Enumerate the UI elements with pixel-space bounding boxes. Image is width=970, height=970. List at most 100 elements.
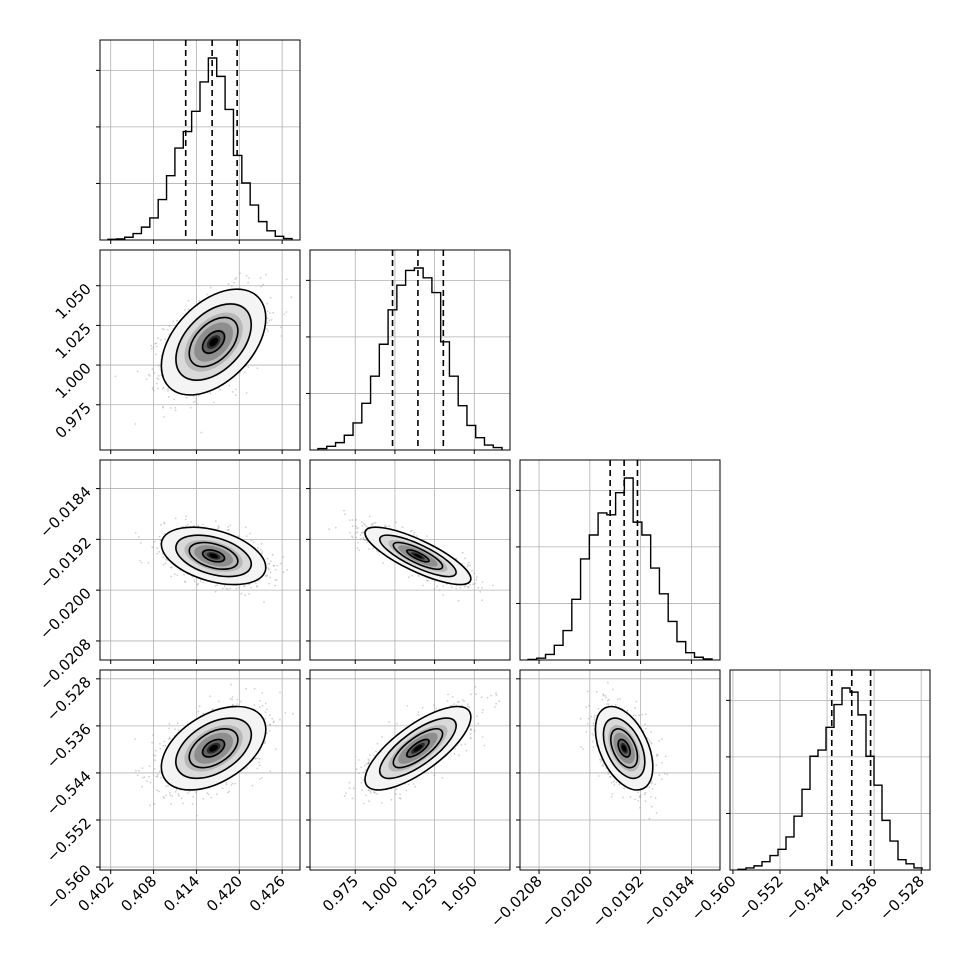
scatter-point bbox=[284, 711, 287, 714]
scatter-point bbox=[271, 717, 274, 720]
scatter-point bbox=[282, 556, 285, 558]
scatter-point bbox=[234, 278, 237, 280]
y-tick-label: −0.544 bbox=[43, 767, 95, 819]
scatter-point bbox=[227, 525, 230, 528]
x-tick-label: 0.408 bbox=[117, 872, 160, 915]
contour-line bbox=[201, 549, 226, 563]
scatter-point bbox=[200, 431, 203, 434]
contour-line bbox=[160, 288, 267, 396]
scatter-point bbox=[183, 308, 186, 311]
scatter-point bbox=[165, 785, 168, 788]
scatter-point bbox=[409, 530, 412, 533]
scatter-point bbox=[282, 571, 285, 574]
scatter-point bbox=[650, 742, 653, 745]
scatter-point bbox=[177, 793, 180, 795]
x-tick-label: −0.544 bbox=[782, 872, 834, 924]
scatter-point bbox=[267, 567, 270, 569]
scatter-point bbox=[365, 525, 368, 528]
contour-line bbox=[160, 526, 267, 586]
scatter-point bbox=[155, 353, 157, 356]
scatter-point bbox=[184, 581, 187, 583]
scatter-point bbox=[231, 698, 234, 701]
scatter-point bbox=[255, 757, 257, 760]
scatter-point bbox=[187, 299, 190, 302]
scatter-point bbox=[198, 300, 201, 302]
scatter-point bbox=[244, 594, 247, 596]
scatter-point bbox=[268, 730, 271, 732]
scatter-point bbox=[343, 509, 345, 512]
scatter-point bbox=[411, 574, 414, 577]
scatter-point bbox=[635, 700, 638, 703]
scatter-point bbox=[157, 773, 159, 776]
scatter-point bbox=[395, 521, 397, 524]
scatter-point bbox=[591, 740, 594, 743]
scatter-point bbox=[650, 796, 652, 798]
scatter-point bbox=[644, 713, 647, 716]
scatter-point bbox=[218, 526, 221, 529]
scatter-point bbox=[605, 696, 607, 699]
contour-line bbox=[188, 541, 239, 571]
scatter-point bbox=[461, 704, 463, 707]
scatter-point bbox=[217, 700, 220, 703]
scatter-point bbox=[177, 729, 180, 731]
panel-frame bbox=[309, 669, 511, 871]
scatter-point bbox=[137, 535, 140, 538]
scatter-point bbox=[467, 563, 470, 566]
scatter-point bbox=[214, 585, 217, 587]
scatter-point bbox=[269, 296, 272, 299]
scatter-point bbox=[607, 771, 610, 774]
scatter-point bbox=[231, 696, 234, 698]
scatter-point bbox=[371, 523, 374, 525]
scatter-point bbox=[158, 790, 161, 793]
scatter-point bbox=[646, 737, 649, 739]
scatter-point bbox=[248, 592, 250, 595]
scatter-point bbox=[612, 688, 614, 691]
scatter-point bbox=[382, 562, 384, 564]
scatter-point bbox=[655, 755, 658, 758]
scatter-point bbox=[230, 284, 233, 287]
scatter-point bbox=[585, 706, 588, 709]
scatter-point bbox=[355, 519, 358, 521]
scatter-point bbox=[634, 798, 636, 801]
scatter-point bbox=[367, 762, 369, 764]
y-tick-label: −0.552 bbox=[43, 814, 95, 866]
scatter-point bbox=[481, 711, 484, 714]
scatter-point bbox=[381, 736, 383, 738]
scatter-point bbox=[328, 528, 330, 531]
scatter-point bbox=[157, 387, 160, 390]
scatter-point bbox=[114, 375, 117, 378]
scatter-point bbox=[666, 773, 669, 776]
scatter-point bbox=[185, 515, 188, 518]
scatter-point bbox=[495, 694, 498, 697]
scatter-point bbox=[175, 451, 177, 453]
scatter-point bbox=[167, 387, 169, 390]
scatter-point bbox=[351, 525, 354, 528]
scatter-point bbox=[374, 521, 377, 524]
density-panel bbox=[579, 681, 669, 820]
scatter-point bbox=[231, 391, 234, 393]
scatter-point bbox=[285, 311, 288, 313]
scatter-point bbox=[469, 729, 472, 731]
scatter-point bbox=[417, 713, 420, 716]
scatter-point bbox=[465, 749, 468, 752]
scatter-point bbox=[265, 273, 267, 276]
scatter-point bbox=[595, 744, 598, 747]
scatter-point bbox=[149, 804, 152, 807]
scatter-point bbox=[616, 698, 619, 701]
contour-line bbox=[392, 728, 444, 769]
panel-frame bbox=[729, 669, 931, 871]
scatter-point bbox=[274, 579, 277, 581]
scatter-point bbox=[219, 389, 222, 391]
scatter-point bbox=[141, 785, 144, 788]
contour-line bbox=[364, 526, 472, 586]
scatter-point bbox=[457, 599, 460, 602]
scatter-point bbox=[417, 574, 420, 577]
scatter-point bbox=[206, 792, 209, 795]
scatter-point bbox=[170, 575, 173, 578]
scatter-point bbox=[426, 535, 428, 537]
contour-line bbox=[175, 717, 253, 780]
scatter-point bbox=[388, 525, 391, 528]
scatter-point bbox=[367, 758, 370, 760]
scatter-point bbox=[390, 798, 393, 801]
scatter-point bbox=[148, 375, 151, 377]
